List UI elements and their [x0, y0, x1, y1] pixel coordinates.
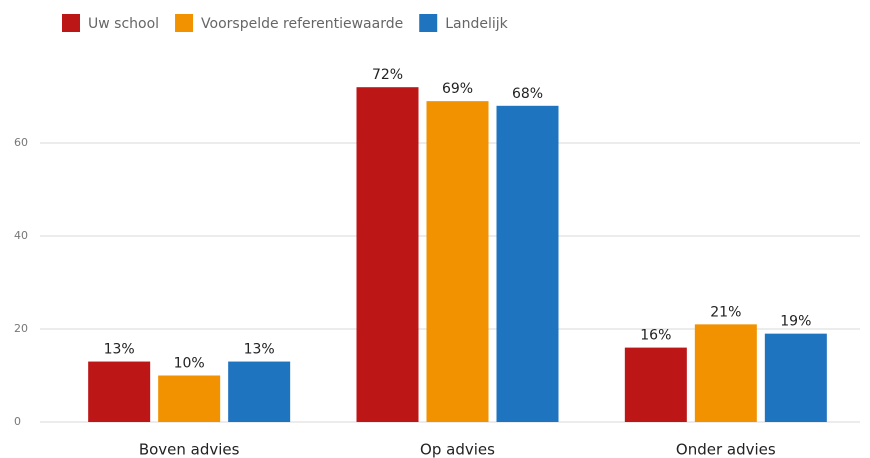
- value-label: 21%: [710, 304, 741, 320]
- y-tick-label: 0: [14, 415, 21, 428]
- bar: [228, 361, 291, 422]
- y-tick-label: 20: [14, 322, 28, 335]
- legend-label: Voorspelde referentiewaarde: [201, 16, 403, 32]
- legend-swatch: [62, 14, 80, 32]
- bar: [88, 361, 151, 422]
- legend-swatch: [175, 14, 194, 32]
- x-tick-label: Op advies: [420, 441, 495, 458]
- legend-label: Landelijk: [445, 16, 508, 32]
- y-tick-label: 40: [14, 229, 28, 242]
- bar: [426, 101, 489, 423]
- bar: [624, 347, 687, 422]
- y-tick-label: 60: [14, 136, 28, 149]
- bar: [158, 375, 221, 422]
- value-label: 69%: [442, 81, 473, 97]
- value-label: 13%: [104, 342, 135, 358]
- x-tick-label: Onder advies: [676, 441, 776, 458]
- bar: [694, 324, 757, 422]
- legend-label: Uw school: [88, 16, 159, 32]
- bar: [356, 87, 419, 422]
- x-tick-label: Boven advies: [139, 441, 240, 458]
- value-label: 68%: [512, 86, 543, 102]
- bar: [496, 105, 559, 423]
- bar: [764, 333, 827, 422]
- value-label: 16%: [640, 328, 671, 344]
- value-label: 72%: [372, 67, 403, 83]
- value-label: 19%: [780, 314, 811, 330]
- value-label: 10%: [174, 356, 205, 372]
- value-label: 13%: [244, 342, 275, 358]
- legend-swatch: [419, 14, 438, 32]
